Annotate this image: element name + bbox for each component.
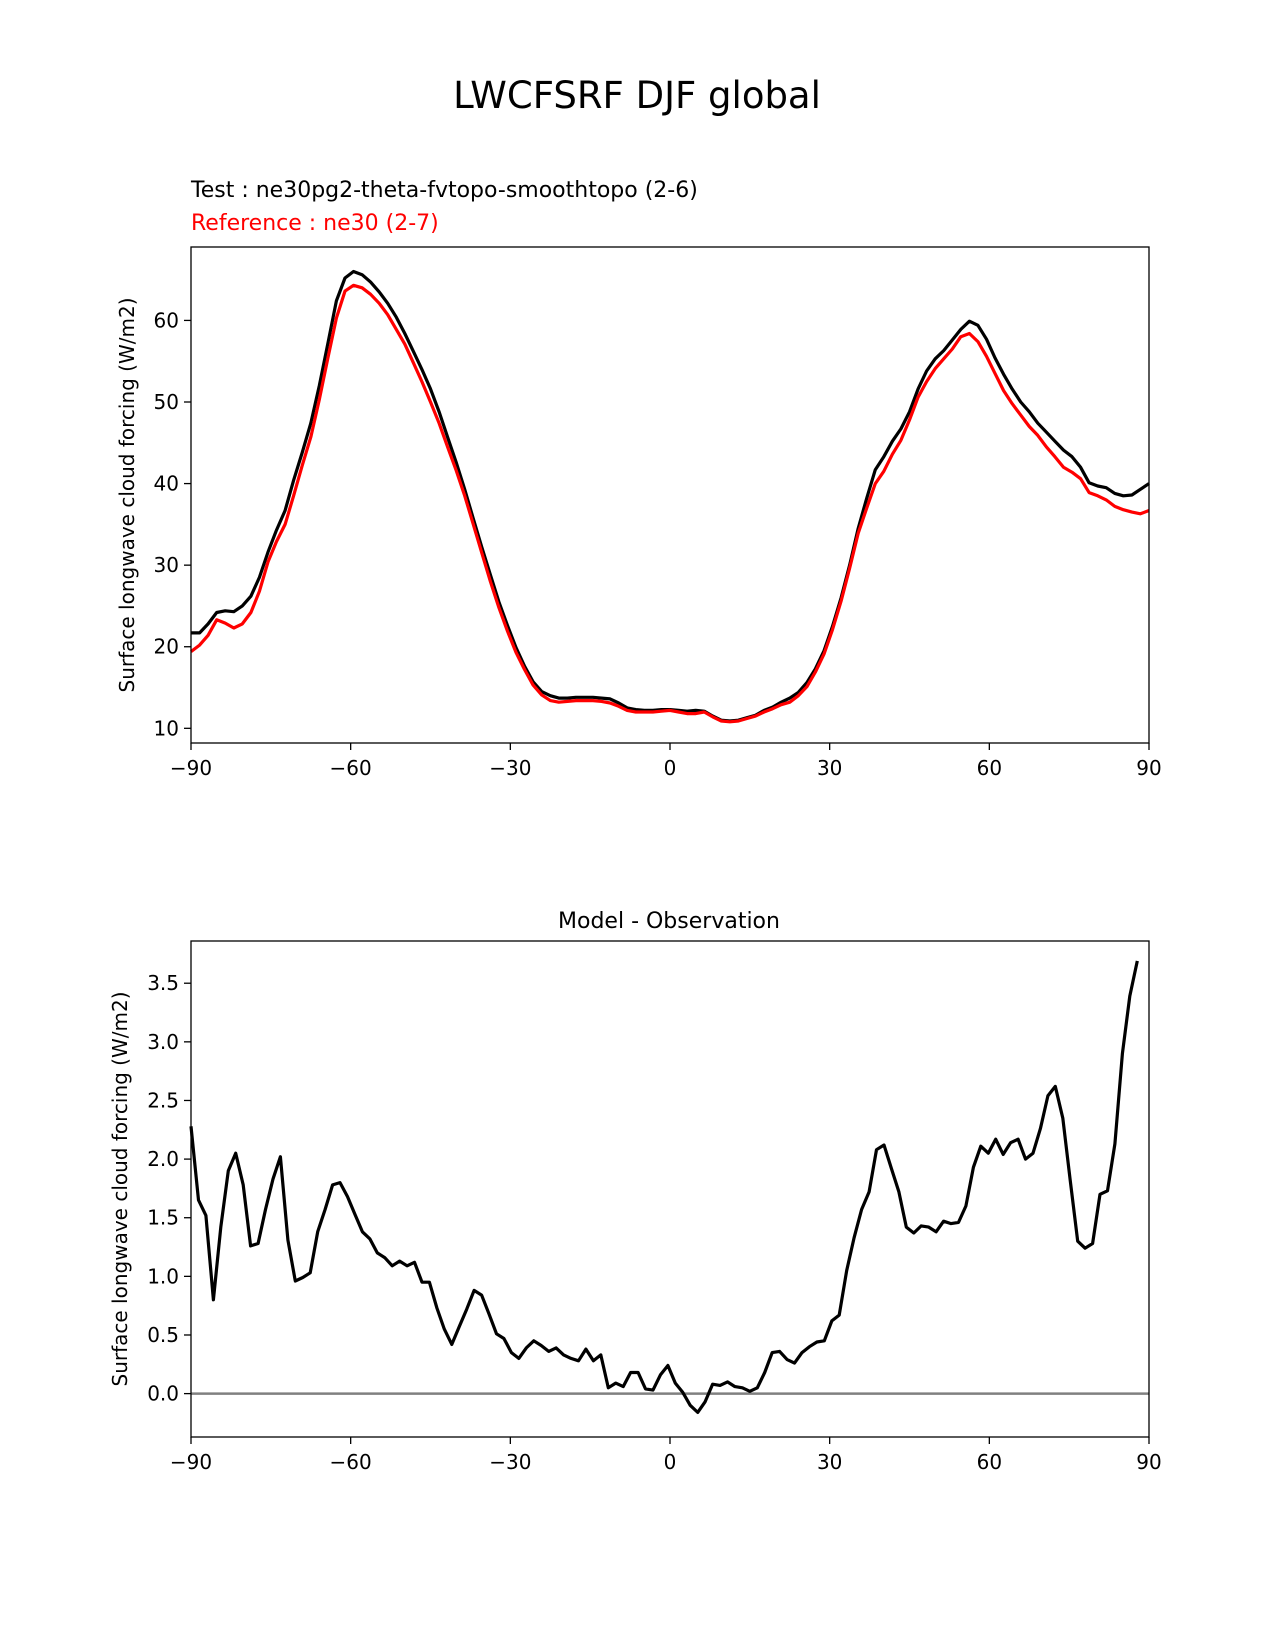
top-series-line-reference [190,283,1150,724]
top-series-line-test [191,269,1150,723]
bottom-y-axis: 0.0 0.5 1.0 1.5 2.0 2.5 3.0 3.5 [147,971,191,1406]
bottom-panel-title: Model - Observation [558,909,780,934]
top-x-tick-label: −90 [170,756,212,780]
top-panel: Test : ne30pg2-theta-fvtopo-smoothtopo (… [115,178,1162,780]
bottom-y-tick-label: 3.0 [147,1030,179,1054]
top-x-tick-label: 30 [817,756,842,780]
bottom-y-tick-label: 1.0 [147,1264,179,1288]
bottom-y-tick-label: 3.5 [147,971,179,995]
top-y-tick-label: 10 [154,716,179,740]
top-x-tick-label: 90 [1136,756,1161,780]
bottom-x-tick-label: −90 [170,1450,212,1474]
bottom-y-axis-label: Surface longwave cloud forcing (W/m2) [108,991,132,1386]
figure-suptitle: LWCFSRF DJF global [453,74,821,117]
top-series-group [190,269,1150,724]
bottom-x-tick-label: 30 [817,1450,842,1474]
top-x-tick-label: −30 [489,756,531,780]
bottom-y-tick-label: 1.5 [147,1206,179,1230]
reference-label: Reference : ne30 (2-7) [191,211,439,236]
bottom-x-tick-label: −30 [489,1450,531,1474]
top-y-tick-label: 50 [154,390,179,414]
bottom-x-tick-label: −60 [330,1450,372,1474]
bottom-x-tick-label: 60 [977,1450,1002,1474]
top-y-tick-label: 40 [154,472,179,496]
bottom-x-tick-label: 90 [1136,1450,1161,1474]
bottom-x-axis: −90 −60 −30 0 30 60 90 [170,1437,1162,1474]
bottom-series-line-difference [189,960,1139,1414]
bottom-x-tick-label: 0 [664,1450,677,1474]
top-y-tick-label: 20 [154,635,179,659]
top-x-tick-label: −60 [330,756,372,780]
test-label: Test : ne30pg2-theta-fvtopo-smoothtopo (… [190,178,698,203]
bottom-y-tick-label: 2.5 [147,1088,179,1112]
top-x-tick-label: 60 [977,756,1002,780]
bottom-y-tick-label: 0.0 [147,1382,179,1406]
top-x-axis: −90 −60 −30 0 30 60 90 [170,743,1162,780]
bottom-y-tick-label: 2.0 [147,1147,179,1171]
bottom-axes-frame [190,940,1150,1438]
top-y-axis-label: Surface longwave cloud forcing (W/m2) [115,297,139,692]
bottom-y-tick-label: 0.5 [147,1323,179,1347]
top-y-tick-label: 30 [154,553,179,577]
top-x-tick-label: 0 [664,756,677,780]
bottom-series-group [189,960,1139,1414]
top-y-tick-label: 60 [154,308,179,332]
top-y-axis: 10 20 30 40 50 60 [154,308,191,740]
bottom-panel: Model - Observation −90 −60 −30 0 30 60 90 0.0… [108,909,1162,1474]
